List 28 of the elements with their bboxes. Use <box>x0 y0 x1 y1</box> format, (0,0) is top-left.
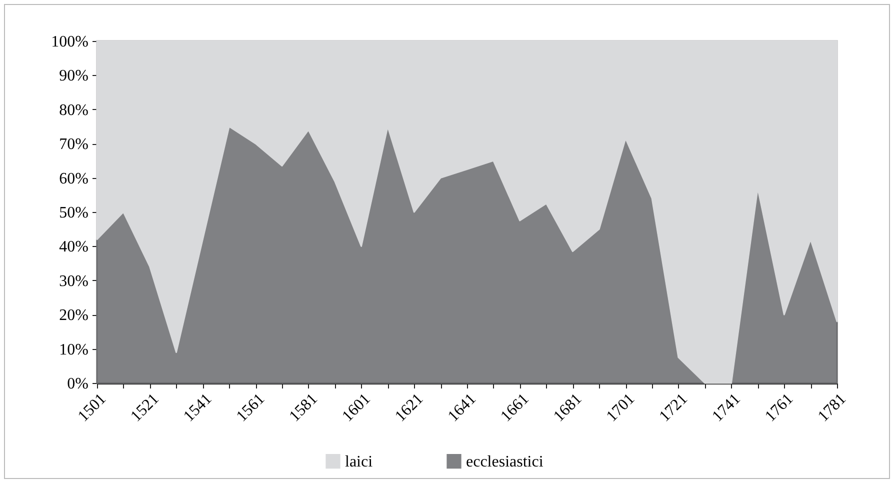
x-tick-label: 1581 <box>286 390 321 426</box>
y-tick-label: 100% <box>51 34 88 50</box>
x-tick-label: 1621 <box>392 390 427 426</box>
x-tick-label: 1601 <box>339 390 374 426</box>
x-tick-label: 1541 <box>180 390 216 426</box>
x-tick-label: 1741 <box>709 390 744 426</box>
y-tick-label: 30% <box>59 272 88 290</box>
y-tick-label: 90% <box>59 68 88 85</box>
y-tick-label: 40% <box>59 238 88 256</box>
x-tick-label: 1721 <box>656 390 691 426</box>
y-tick-label: 80% <box>59 102 88 119</box>
y-tick-label: 20% <box>59 307 88 324</box>
x-tick-label: 1521 <box>128 390 162 426</box>
y-tick-label: 0% <box>67 376 88 392</box>
y-tick-label: 10% <box>59 341 88 358</box>
x-tick-label: 1781 <box>814 390 850 426</box>
y-tick-label: 50% <box>59 204 88 222</box>
x-tick-label: 1561 <box>233 390 268 426</box>
x-tick-label: 1661 <box>498 390 532 426</box>
x-tick-label: 1681 <box>550 390 586 426</box>
y-tick-label: 70% <box>59 136 88 154</box>
legend-label: laici <box>345 453 374 470</box>
x-tick-label: 1701 <box>603 390 638 426</box>
legend-label: ecclesiastici <box>466 453 544 470</box>
x-tick-label: 1501 <box>74 390 110 426</box>
x-tick-label: 1761 <box>762 390 797 426</box>
y-tick-label: 60% <box>59 170 88 188</box>
x-tick-label: 1641 <box>444 390 480 426</box>
